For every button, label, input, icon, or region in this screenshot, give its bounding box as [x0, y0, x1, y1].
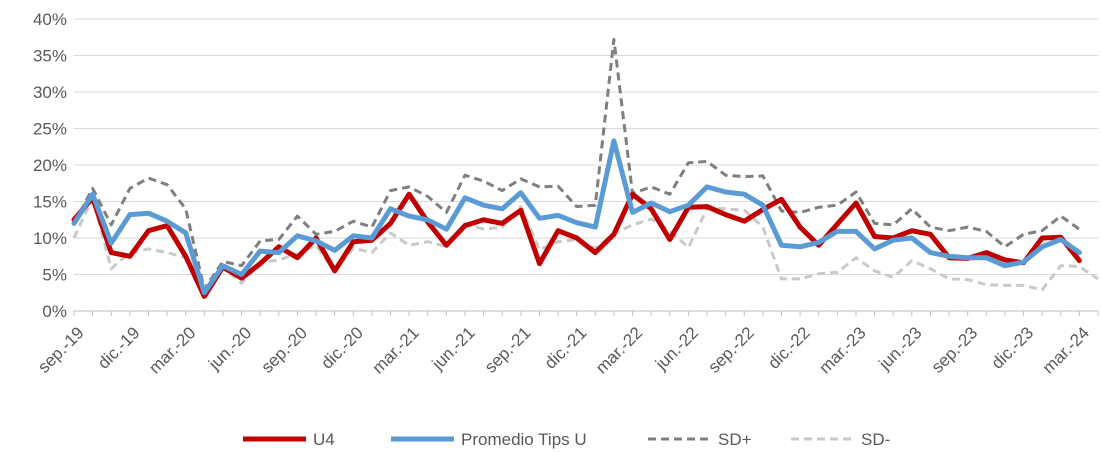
x-tick-label: sep.-22 — [704, 323, 758, 377]
x-tick-label: sep.-20 — [258, 323, 312, 377]
x-tick-label: sep.-21 — [481, 323, 535, 377]
series-line-promedio-tips-u — [71, 138, 1082, 296]
legend-label: SD- — [861, 430, 890, 449]
y-tick-label: 20% — [33, 156, 67, 175]
legend-label: Promedio Tips U — [461, 430, 587, 449]
y-tick-label: 0% — [42, 302, 67, 321]
y-tick-label: 5% — [42, 266, 67, 285]
y-tick-label: 35% — [33, 47, 67, 66]
x-tick-label: dic.-21 — [541, 323, 591, 373]
gridlines — [74, 18, 1098, 275]
x-tick-label: mar.-23 — [815, 323, 869, 377]
x-tick-label: mar.-24 — [1039, 323, 1093, 377]
x-tick-label: sep.-19 — [34, 323, 88, 377]
series-line-sdplus — [72, 37, 1081, 291]
y-tick-label: 30% — [33, 83, 67, 102]
x-tick-label: mar.-21 — [369, 323, 423, 377]
y-tick-label: 15% — [33, 193, 67, 212]
y-tick-label: 40% — [33, 10, 67, 29]
legend-label: U4 — [313, 430, 335, 449]
y-axis: 0% 5% 10% 15% 20% 25% 30% 35% 40% — [33, 10, 67, 321]
y-tick-label: 25% — [33, 120, 67, 139]
x-tick-label: jun.-20 — [204, 323, 255, 374]
x-axis: sep.-19 dic.-19 mar.-20 jun.-20 sep.-20 dic.-… — [34, 310, 1099, 377]
x-tick-label: dic.-20 — [317, 323, 367, 373]
legend: U4 Promedio Tips U SD+ SD- — [243, 430, 890, 449]
x-tick-label: jun.-21 — [428, 323, 479, 374]
legend-label: SD+ — [718, 430, 752, 449]
x-tick-label: dic.-22 — [764, 323, 814, 373]
series-layer — [71, 37, 1099, 299]
y-tick-label: 10% — [33, 229, 67, 248]
x-tick-label: jun.-22 — [651, 323, 702, 374]
x-tick-label: jun.-23 — [875, 323, 926, 374]
x-tick-label: dic.-23 — [988, 323, 1038, 373]
x-tick-label: sep.-23 — [928, 323, 982, 377]
x-tick-label: mar.-22 — [592, 323, 646, 377]
x-tick-label: mar.-20 — [145, 323, 199, 377]
series-line-u4 — [71, 191, 1082, 299]
x-tick-label: dic.-19 — [94, 323, 144, 373]
